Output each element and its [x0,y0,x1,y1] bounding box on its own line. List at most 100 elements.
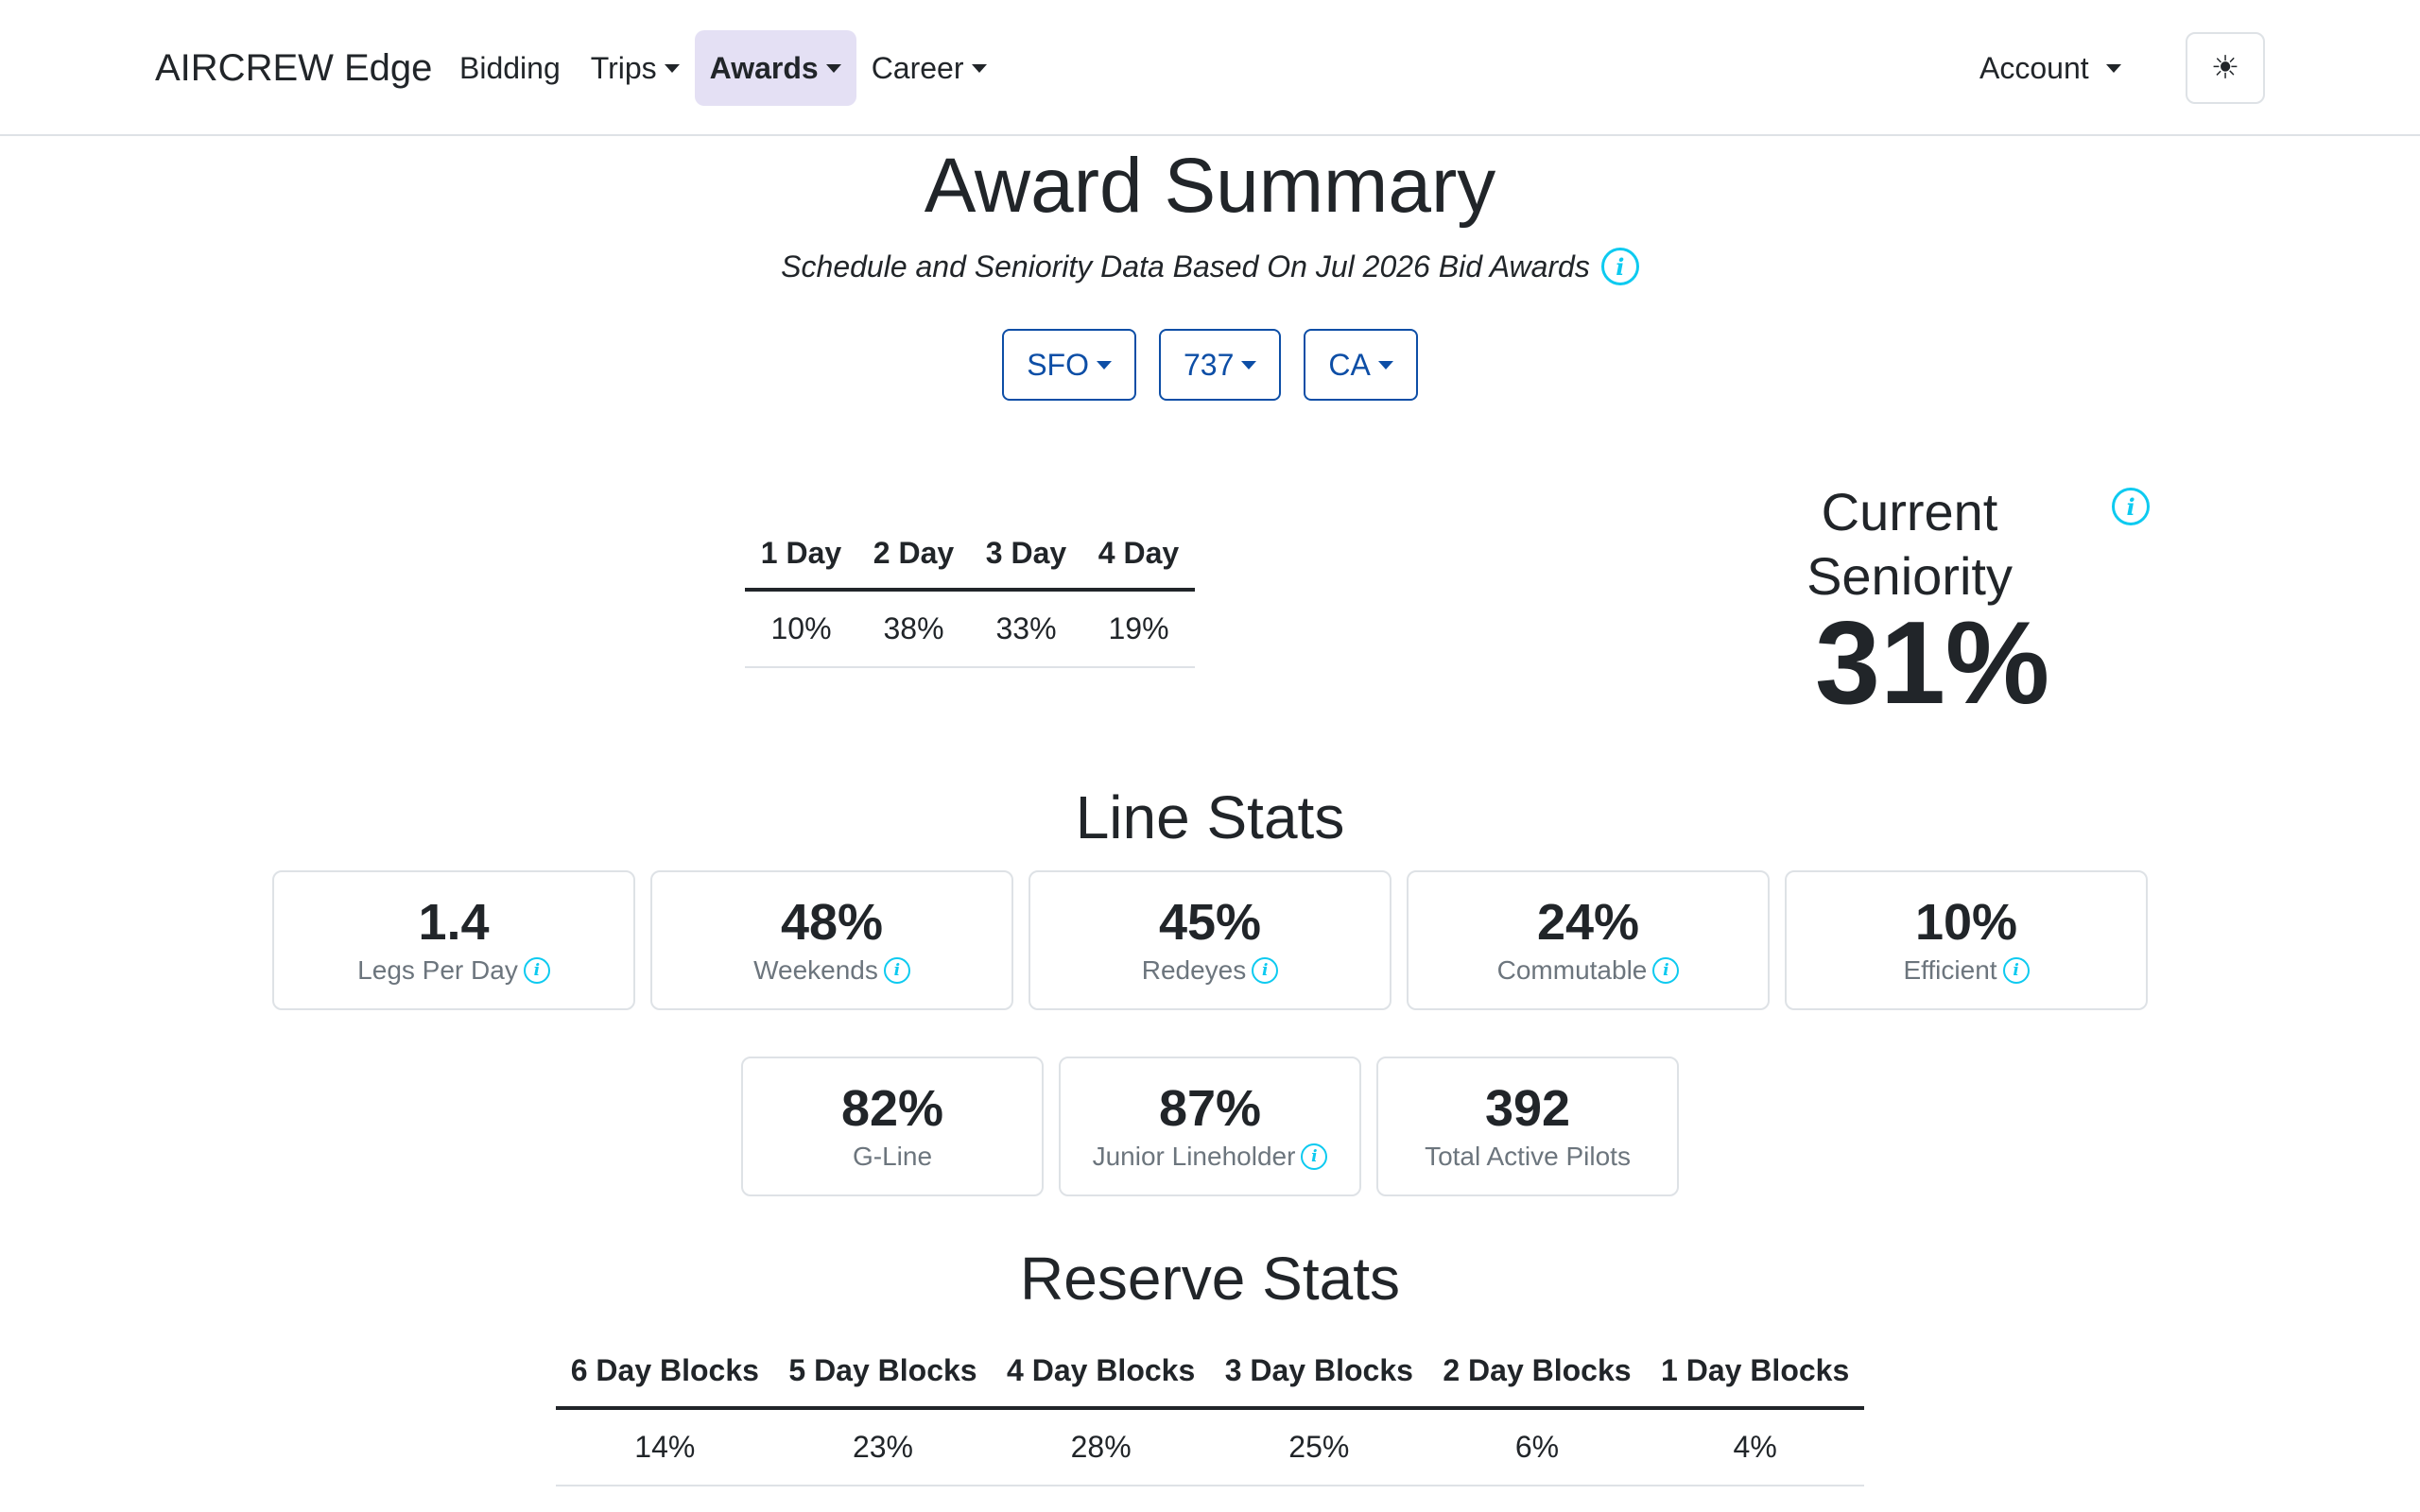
stat-value: 24% [1536,894,1640,951]
stat-card-legs-per-day: 1.4 Legs Per Day i [272,870,635,1010]
stat-label-text: Junior Lineholder [1092,1142,1296,1171]
table-cell: 33% [970,590,1082,668]
stat-card-commutable: 24% Commutable i [1407,870,1770,1010]
stat-value: 392 [1484,1080,1571,1137]
nav-career-dropdown[interactable]: Career [856,30,1002,106]
caret-down-icon [1241,360,1257,369]
stat-value: 87% [1158,1080,1262,1137]
stat-label: Weekends i [652,955,1011,986]
caret-down-icon [825,63,841,73]
account-label: Account [1979,50,2089,85]
info-icon[interactable]: i [1252,957,1279,984]
table-row: 10% 38% 33% 19% [745,590,1195,668]
caret-down-icon [1377,360,1393,369]
stat-value: 1.4 [418,894,490,951]
table-header: 4 Day [1082,518,1195,592]
info-icon[interactable]: i [2112,488,2150,525]
nav-bidding-label: Bidding [459,50,561,85]
nav-bidding[interactable]: Bidding [444,30,576,106]
table-cell: 23% [773,1408,993,1486]
nav-career-label: Career [871,50,964,85]
info-icon[interactable]: i [1652,957,1680,984]
stat-value: 45% [1158,894,1262,951]
table-cell: 28% [992,1408,1210,1486]
seniority-label: Current Seniority [1806,482,2013,606]
reserve-stats-table: 6 Day Blocks 5 Day Blocks 4 Day Blocks 3… [556,1334,1864,1486]
nav-trips-dropdown[interactable]: Trips [576,30,695,106]
table-header-row: 6 Day Blocks 5 Day Blocks 4 Day Blocks 3… [556,1334,1864,1410]
stat-label-text: Commutable [1496,955,1648,985]
table-header: 2 Day Blocks [1427,1334,1647,1410]
base-filter-label: SFO [1027,347,1089,382]
table-cell: 19% [1082,590,1195,668]
table-header: 3 Day Blocks [1209,1334,1428,1410]
seat-filter-label: CA [1328,347,1371,382]
info-icon[interactable]: i [523,957,550,984]
line-stats-title: Line Stats [1075,783,1345,851]
caret-down-icon [664,63,680,73]
table-header: 2 Day [857,518,970,592]
table-cell: 25% [1209,1408,1428,1486]
stat-card-junior-lineholder: 87% Junior Lineholder i [1059,1057,1361,1196]
nav-links: Bidding Trips Awards Career [444,30,1002,106]
stat-card-total-active-pilots: 392 Total Active Pilots [1376,1057,1679,1196]
base-filter-dropdown[interactable]: SFO [1002,329,1136,401]
brand-logo[interactable]: AIRCREW Edge [155,47,433,89]
seat-filter-dropdown[interactable]: CA [1304,329,1418,401]
table-cell: 10% [745,590,857,668]
table-cell: 4% [1646,1408,1864,1486]
table-cell: 14% [556,1408,774,1486]
table-header: 4 Day Blocks [992,1334,1210,1410]
info-icon[interactable]: i [1301,1143,1328,1170]
seniority-value: 31% [1815,598,2050,729]
stat-label-text: G-Line [852,1142,933,1171]
info-icon[interactable]: i [1600,248,1639,285]
sun-icon: ☀ [2210,50,2240,86]
reserve-stats-title: Reserve Stats [1020,1245,1400,1313]
table-header: 1 Day Blocks [1646,1334,1864,1410]
trip-length-table: 1 Day 2 Day 3 Day 4 Day 10% 38% 33% 19% [745,518,1195,668]
stat-label: G-Line [743,1142,1042,1172]
stat-label-text: Legs Per Day [357,955,518,985]
table-cell: 38% [857,590,970,668]
stat-label: Efficient i [1787,955,2146,986]
nav-awards-dropdown[interactable]: Awards [694,30,856,106]
stat-label: Commutable i [1409,955,1768,986]
stat-label-text: Weekends [753,955,878,985]
caret-down-icon [971,63,987,73]
stat-label: Legs Per Day i [274,955,633,986]
fleet-filter-dropdown[interactable]: 737 [1158,329,1282,401]
stat-card-g-line: 82% G-Line [741,1057,1044,1196]
account-dropdown[interactable]: Account [1979,30,2121,106]
stat-card-redeyes: 45% Redeyes i [1028,870,1392,1010]
stat-label: Total Active Pilots [1378,1142,1677,1172]
info-icon[interactable]: i [2002,957,2030,984]
page-title: Award Summary [924,143,1496,229]
stat-value: 48% [780,894,884,951]
stat-value: 82% [840,1080,944,1137]
stat-label: Junior Lineholder i [1061,1142,1359,1172]
table-header: 1 Day [745,518,857,592]
caret-down-icon [1096,360,1112,369]
nav-awards-label: Awards [709,50,819,85]
stat-card-efficient: 10% Efficient i [1785,870,2148,1010]
table-cell: 6% [1427,1408,1647,1486]
table-row: 14% 23% 28% 25% 6% 4% [556,1408,1864,1486]
fleet-filter-label: 737 [1183,347,1235,382]
filter-group: SFO 737 CA [0,329,2420,401]
navbar: AIRCREW Edge Bidding Trips Awards Career… [0,0,2420,136]
stat-label-text: Efficient [1903,955,1997,985]
table-header: 3 Day [970,518,1082,592]
stat-value: 10% [1914,894,2018,951]
info-icon[interactable]: i [883,957,910,984]
stat-label-text: Total Active Pilots [1425,1142,1631,1171]
stat-label: Redeyes i [1030,955,1390,986]
table-header: 6 Day Blocks [556,1334,774,1410]
stat-card-weekends: 48% Weekends i [650,870,1013,1010]
stat-label-text: Redeyes [1141,955,1247,985]
theme-toggle-button[interactable]: ☀ [2186,32,2265,104]
nav-trips-label: Trips [590,50,657,85]
table-header-row: 1 Day 2 Day 3 Day 4 Day [745,518,1195,592]
caret-down-icon [2105,63,2121,73]
table-header: 5 Day Blocks [773,1334,993,1410]
